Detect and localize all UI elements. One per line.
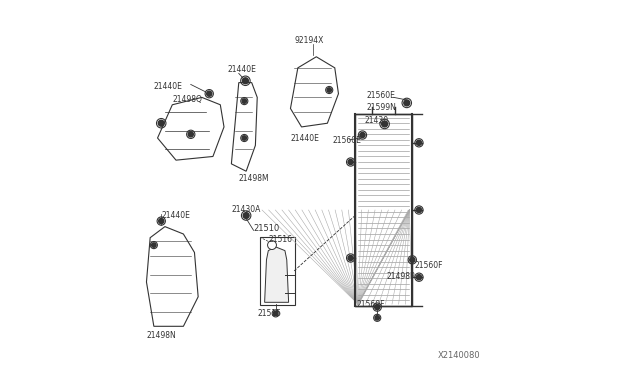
Circle shape [404, 100, 410, 106]
Circle shape [348, 256, 353, 260]
Circle shape [243, 212, 249, 218]
Text: 21440E: 21440E [291, 134, 319, 142]
Circle shape [375, 315, 380, 320]
Text: 21440E: 21440E [228, 65, 257, 74]
Text: 21498P: 21498P [387, 272, 415, 281]
Text: 21498Q: 21498Q [172, 95, 202, 104]
Circle shape [348, 160, 353, 164]
Text: 21498M: 21498M [239, 174, 269, 183]
Polygon shape [264, 247, 289, 302]
Circle shape [268, 241, 276, 250]
Circle shape [188, 132, 193, 137]
Circle shape [242, 99, 246, 103]
Text: X2140080: X2140080 [438, 351, 481, 360]
Circle shape [242, 136, 246, 140]
Text: 21599N: 21599N [366, 103, 396, 112]
Text: 21430: 21430 [364, 116, 388, 125]
Circle shape [360, 132, 365, 138]
Text: 21498N: 21498N [147, 331, 176, 340]
Text: 21510: 21510 [253, 224, 280, 233]
Circle shape [159, 218, 164, 224]
FancyBboxPatch shape [260, 237, 295, 305]
Text: 21560F: 21560F [357, 300, 385, 310]
Circle shape [207, 91, 212, 96]
Circle shape [327, 88, 332, 92]
Circle shape [417, 275, 422, 280]
Circle shape [374, 305, 380, 310]
Polygon shape [147, 227, 198, 326]
Circle shape [273, 311, 278, 315]
Text: 21440E: 21440E [161, 211, 190, 220]
Circle shape [417, 208, 422, 212]
Circle shape [243, 78, 248, 84]
Polygon shape [291, 57, 339, 127]
Text: 21560E: 21560E [366, 91, 395, 100]
Text: 92194X: 92194X [294, 36, 324, 45]
Circle shape [381, 121, 388, 127]
Polygon shape [157, 97, 224, 160]
Text: 21516: 21516 [268, 235, 292, 244]
Text: 21515: 21515 [257, 309, 281, 318]
Circle shape [410, 257, 415, 262]
Text: 21560E: 21560E [333, 137, 362, 145]
Text: 21440E: 21440E [154, 82, 183, 91]
Circle shape [417, 140, 422, 145]
Polygon shape [232, 83, 257, 171]
Circle shape [152, 243, 156, 247]
Circle shape [158, 120, 164, 126]
FancyBboxPatch shape [355, 114, 412, 306]
Text: 21430A: 21430A [232, 205, 260, 215]
Text: 21560F: 21560F [414, 261, 443, 270]
